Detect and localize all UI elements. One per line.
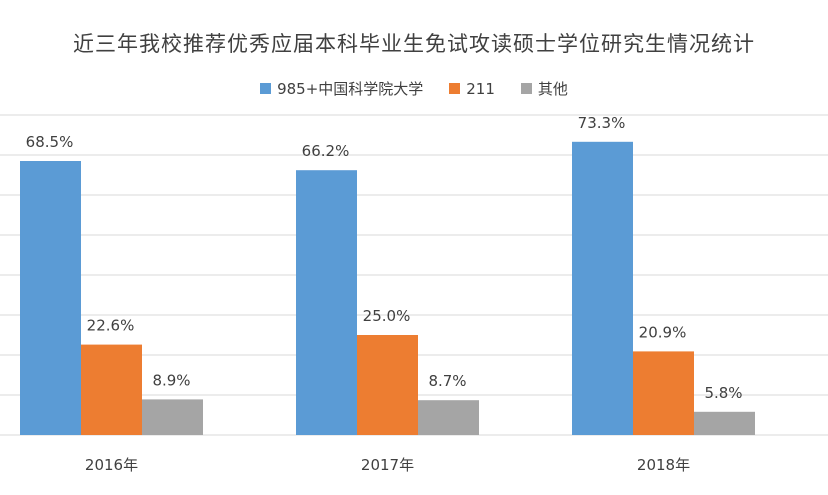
bar-0-0 xyxy=(20,161,81,435)
data-label-0-1: 22.6% xyxy=(87,317,135,335)
data-label-2-2: 5.8% xyxy=(704,384,742,402)
legend-swatch-211 xyxy=(449,83,461,94)
x-tick-label-2: 2018年 xyxy=(637,456,690,474)
data-label-0-0: 68.5% xyxy=(26,133,74,151)
data-label-1-0: 66.2% xyxy=(302,142,350,160)
chart-title: 近三年我校推荐优秀应届本科毕业生免试攻读硕士学位研究生情况统计 xyxy=(73,32,755,56)
bar-2-1 xyxy=(633,351,694,435)
legend-label-985: 985+中国科学院大学 xyxy=(277,80,424,98)
legend-swatch-other xyxy=(520,83,532,94)
legend-item-other: 其他 xyxy=(520,78,568,99)
x-tick-label-0: 2016年 xyxy=(85,456,138,474)
legend-label-other: 其他 xyxy=(537,80,568,98)
legend: 985+中国科学院大学 211 其他 xyxy=(0,78,828,99)
bar-0-2 xyxy=(142,399,203,435)
data-label-2-1: 20.9% xyxy=(639,323,687,341)
data-label-1-2: 8.7% xyxy=(428,372,466,390)
bar-1-2 xyxy=(418,400,479,435)
data-label-1-1: 25.0% xyxy=(363,307,411,325)
bar-2-2 xyxy=(694,411,755,435)
legend-item-211: 211 xyxy=(449,78,495,99)
bar-1-1 xyxy=(357,335,418,435)
bar-2-0 xyxy=(572,141,633,436)
x-tick-label-1: 2017年 xyxy=(361,456,414,474)
data-label-2-0: 73.3% xyxy=(578,114,626,132)
legend-item-985: 985+中国科学院大学 xyxy=(260,78,423,99)
bar-1-0 xyxy=(296,170,357,435)
data-label-0-2: 8.9% xyxy=(152,371,190,389)
legend-swatch-985 xyxy=(260,83,272,94)
legend-label-211: 211 xyxy=(466,79,495,98)
bar-0-1 xyxy=(81,344,142,435)
